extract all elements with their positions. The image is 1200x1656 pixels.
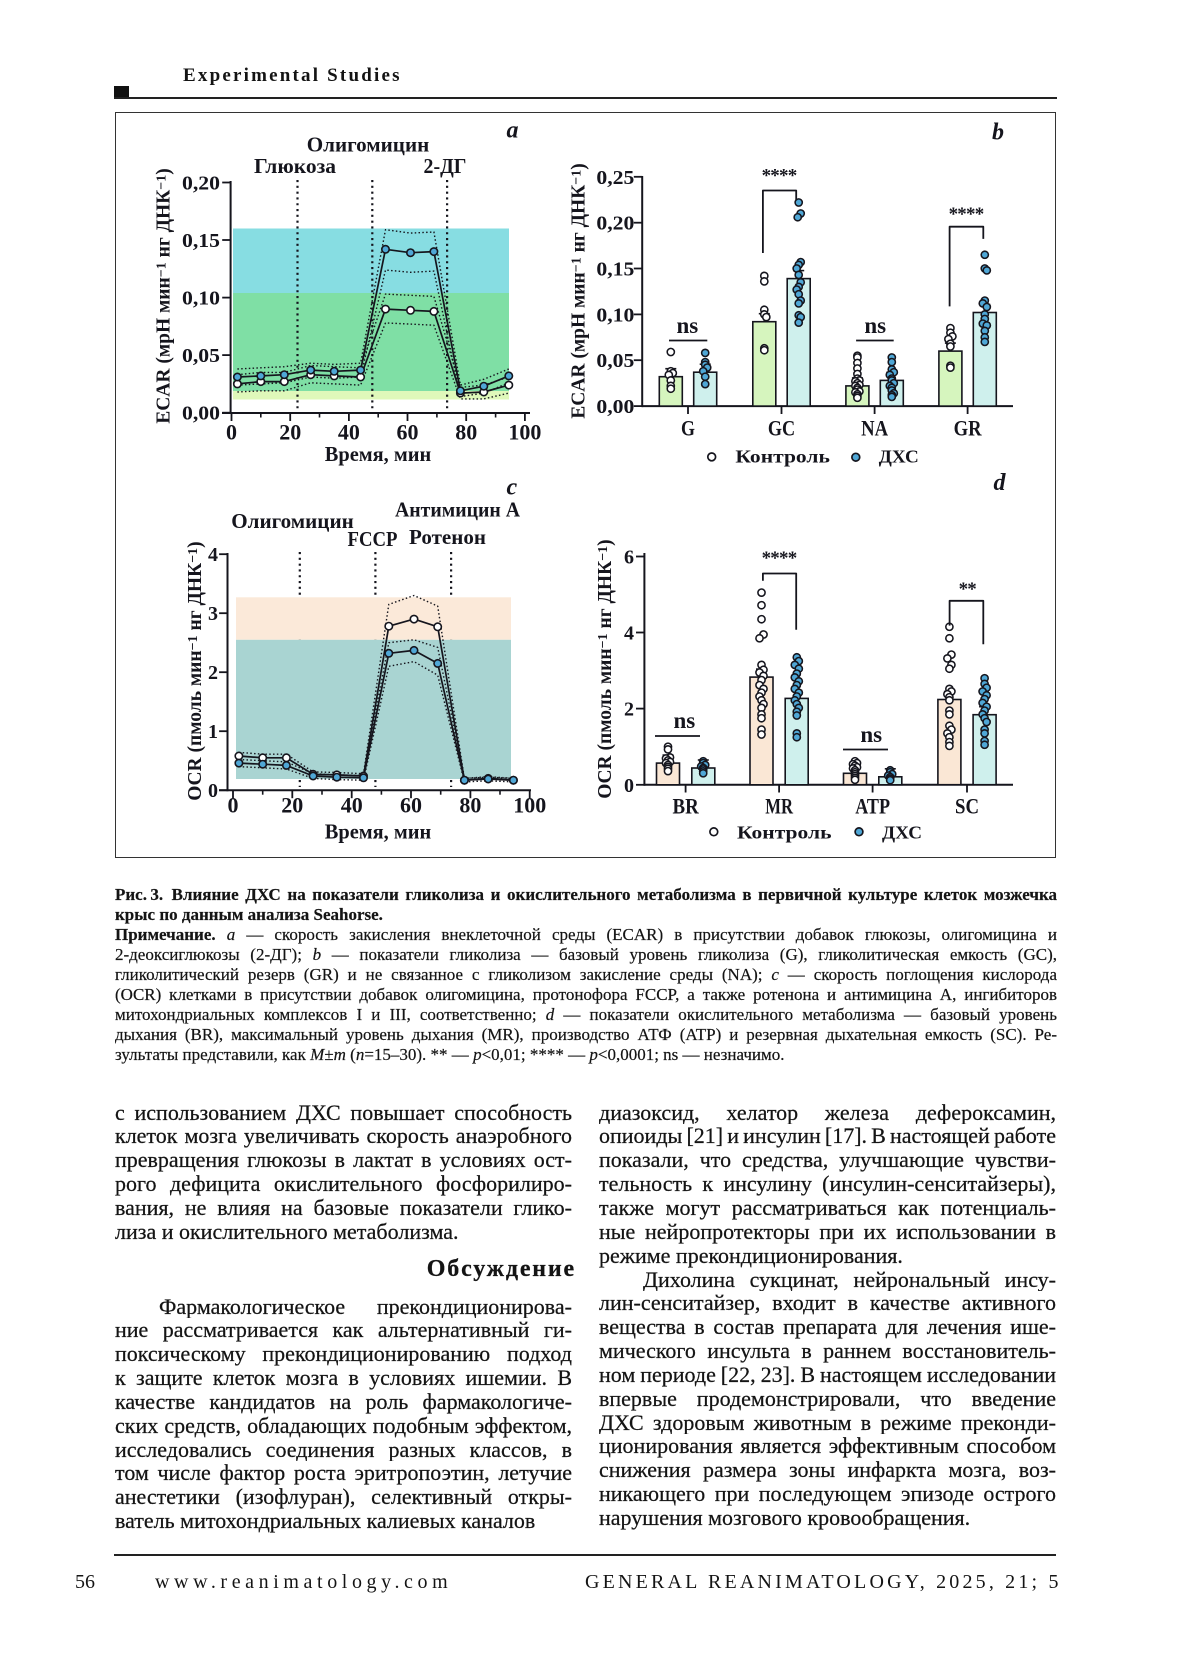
- svg-text:2-ДГ: 2-ДГ: [424, 154, 467, 178]
- svg-text:d: d: [994, 470, 1007, 496]
- svg-text:c: c: [506, 475, 517, 501]
- svg-text:**: **: [959, 579, 977, 600]
- svg-text:6: 6: [624, 547, 634, 569]
- svg-text:Олигомицин: Олигомицин: [231, 509, 354, 533]
- svg-text:FCCP: FCCP: [348, 527, 398, 551]
- svg-text:0: 0: [624, 775, 634, 797]
- svg-text:ДХС: ДХС: [879, 447, 919, 467]
- svg-text:2: 2: [208, 662, 218, 684]
- svg-text:0: 0: [228, 793, 239, 818]
- svg-text:****: ****: [762, 548, 797, 569]
- svg-text:2: 2: [624, 699, 634, 721]
- svg-text:0,20: 0,20: [596, 213, 634, 235]
- svg-text:0,10: 0,10: [596, 304, 634, 326]
- svg-text:60: 60: [400, 793, 422, 818]
- svg-text:20: 20: [281, 793, 303, 818]
- svg-text:0,05: 0,05: [596, 350, 634, 372]
- svg-text:0,25: 0,25: [596, 167, 634, 189]
- svg-text:ns: ns: [677, 313, 699, 338]
- svg-text:****: ****: [949, 204, 984, 225]
- svg-text:80: 80: [455, 420, 477, 445]
- svg-text:NA: NA: [861, 416, 888, 441]
- svg-text:100: 100: [508, 420, 541, 445]
- svg-text:0: 0: [226, 420, 237, 445]
- svg-text:Контроль: Контроль: [735, 447, 830, 467]
- svg-text:OCR (пмоль мин−1 нг ДНК−1): OCR (пмоль мин−1 нг ДНК−1): [185, 541, 206, 800]
- svg-text:GC: GC: [768, 416, 795, 441]
- svg-text:60: 60: [397, 420, 419, 445]
- svg-text:GR: GR: [954, 416, 983, 441]
- svg-text:OCR (пмоль мин−1 нг ДНК−1): OCR (пмоль мин−1 нг ДНК−1): [595, 539, 616, 798]
- svg-text:0: 0: [208, 780, 218, 802]
- svg-text:0,15: 0,15: [596, 259, 634, 281]
- svg-text:0,10: 0,10: [182, 288, 220, 310]
- svg-text:ДХС: ДХС: [882, 823, 922, 843]
- svg-text:MR: MR: [765, 793, 794, 818]
- svg-text:0,05: 0,05: [182, 345, 220, 367]
- svg-text:0,20: 0,20: [182, 173, 220, 195]
- svg-text:Ротенон: Ротенон: [409, 525, 486, 549]
- svg-text:Глюкоза: Глюкоза: [254, 154, 337, 178]
- svg-text:1: 1: [208, 721, 218, 743]
- svg-text:0,00: 0,00: [182, 403, 220, 425]
- svg-text:ATP: ATP: [855, 793, 890, 818]
- svg-text:G: G: [681, 416, 695, 441]
- svg-text:Время, мин: Время, мин: [325, 820, 432, 844]
- svg-text:Антимицин А: Антимицин А: [395, 498, 521, 522]
- svg-text:80: 80: [459, 793, 481, 818]
- svg-text:ECAR (мрН мин−1 нг ДНК−1): ECAR (мрН мин−1 нг ДНК−1): [154, 168, 175, 424]
- svg-text:Контроль: Контроль: [737, 823, 832, 843]
- svg-text:0,15: 0,15: [182, 230, 220, 252]
- svg-text:0,00: 0,00: [596, 396, 634, 418]
- svg-text:100: 100: [513, 793, 546, 818]
- svg-text:Время, мин: Время, мин: [325, 442, 432, 466]
- svg-text:BR: BR: [673, 793, 700, 818]
- svg-text:3: 3: [208, 603, 218, 625]
- svg-text:ns: ns: [864, 313, 886, 338]
- svg-text:40: 40: [341, 793, 363, 818]
- svg-text:4: 4: [208, 544, 218, 566]
- svg-text:b: b: [992, 120, 1004, 146]
- svg-text:a: a: [507, 118, 519, 144]
- svg-text:****: ****: [762, 166, 797, 187]
- svg-text:4: 4: [624, 623, 634, 645]
- svg-text:ECAR (мрН мин−1 нг ДНК−1): ECAR (мрН мин−1 нг ДНК−1): [569, 163, 590, 419]
- svg-text:ns: ns: [674, 708, 696, 733]
- svg-text:ns: ns: [860, 722, 882, 747]
- svg-text:20: 20: [279, 420, 301, 445]
- svg-text:40: 40: [338, 420, 360, 445]
- svg-text:Олигомицин: Олигомицин: [307, 133, 430, 157]
- svg-text:SC: SC: [955, 793, 979, 818]
